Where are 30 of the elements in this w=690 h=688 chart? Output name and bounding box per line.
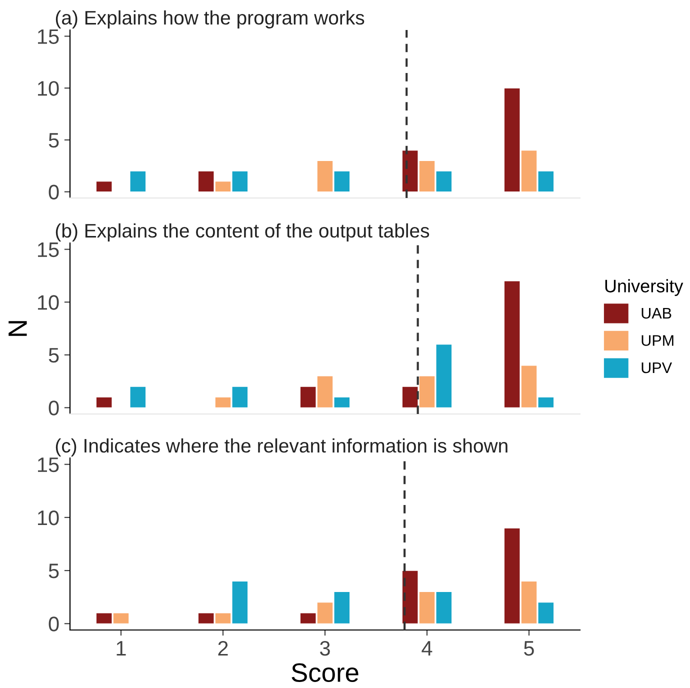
x-tick-label: 5 xyxy=(524,641,534,656)
y-axis-title: N xyxy=(8,321,27,336)
x-tick-label: 1 xyxy=(116,641,126,656)
y-tick-label: 0 xyxy=(48,184,59,200)
y-tick-label: 5 xyxy=(48,348,59,363)
chart-title: (b) Explains the content of the output tables xyxy=(56,223,430,242)
y-tick-label: 5 xyxy=(48,133,59,148)
y-tick-label: 5 xyxy=(48,564,59,578)
chart-title: (c) Indicates where the relevant information is shown xyxy=(56,438,508,456)
x-tick-label: 4 xyxy=(422,641,432,656)
legend-title: University xyxy=(605,279,684,296)
y-tick-label: 15 xyxy=(38,242,59,258)
legend-label: UPV xyxy=(642,362,672,374)
y-tick-label: 0 xyxy=(48,400,59,416)
y-tick-label: 15 xyxy=(38,458,59,472)
x-tick-label: 2 xyxy=(218,640,228,656)
y-tick-label: 15 xyxy=(38,29,59,44)
legend-label: UAB xyxy=(642,308,672,319)
y-tick-label: 10 xyxy=(38,510,59,526)
y-tick-label: 0 xyxy=(48,616,59,632)
y-tick-label: 10 xyxy=(38,295,59,310)
x-tick-label: 3 xyxy=(320,640,330,656)
bar xyxy=(96,396,112,408)
bar xyxy=(96,181,112,192)
legend-label: UPM xyxy=(642,335,674,346)
y-tick-label: 10 xyxy=(38,81,59,96)
bar xyxy=(130,170,146,192)
bar xyxy=(130,386,146,408)
chart-title: (a) Explains how the program works xyxy=(56,10,364,28)
x-axis-title: Score xyxy=(292,663,358,682)
